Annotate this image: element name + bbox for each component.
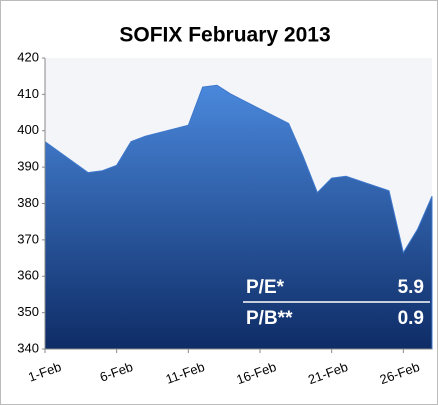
y-tick-label: 390 [17,159,39,174]
y-tick-label: 360 [17,268,39,283]
y-tick-label: 410 [17,86,39,101]
y-tick-label: 350 [17,304,39,319]
y-tick-label: 370 [17,231,39,246]
y-tick-label: 420 [17,49,39,64]
annotation-value: 5.9 [398,277,424,298]
y-tick-label: 340 [17,340,39,355]
annotation-label: P/E* [246,277,285,298]
annotation-label: P/B** [246,308,293,329]
area [44,84,433,350]
y-tick-label: 380 [17,195,39,210]
y-tick-label: 400 [17,122,39,137]
chart-title: SOFIX February 2013 [119,24,330,47]
annotation-value: 0.9 [398,308,424,329]
